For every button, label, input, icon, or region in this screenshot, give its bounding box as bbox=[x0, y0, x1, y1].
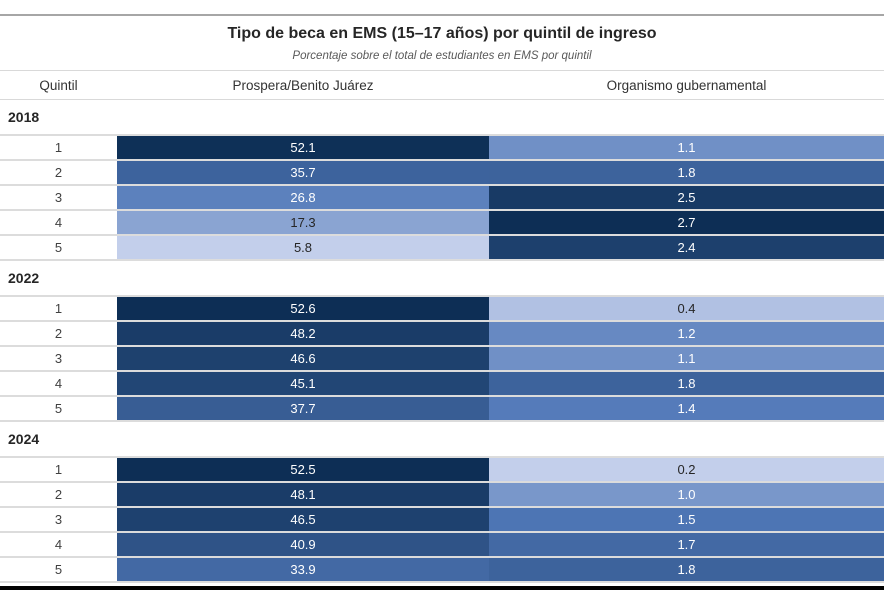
heatmap-row: 5 37.7 1.4 bbox=[0, 397, 884, 422]
organismo-value-cell: 1.1 bbox=[489, 136, 884, 159]
page-title: Tipo de beca en EMS (15–17 años) por qui… bbox=[227, 25, 657, 42]
prospera-value-cell: 26.8 bbox=[117, 186, 489, 209]
bottom-border bbox=[0, 586, 884, 590]
heatmap-row: 1 52.5 0.2 bbox=[0, 458, 884, 483]
prospera-value-cell: 46.5 bbox=[117, 508, 489, 531]
organismo-value-cell: 1.8 bbox=[489, 558, 884, 581]
year-label: 2024 bbox=[0, 422, 884, 458]
quintil-cell: 3 bbox=[0, 347, 117, 370]
organismo-value-cell: 1.7 bbox=[489, 533, 884, 556]
quintil-cell: 2 bbox=[0, 161, 117, 184]
column-header-quintil: Quintil bbox=[39, 77, 78, 93]
prospera-value-cell: 52.6 bbox=[117, 297, 489, 320]
column-header-row: Quintil Prospera/Benito Juárez Organismo… bbox=[0, 70, 884, 100]
organismo-value-cell: 1.2 bbox=[489, 322, 884, 345]
quintil-cell: 3 bbox=[0, 186, 117, 209]
organismo-value-cell: 1.0 bbox=[489, 483, 884, 506]
heatmap-row: 3 26.8 2.5 bbox=[0, 186, 884, 211]
quintil-cell: 4 bbox=[0, 533, 117, 556]
year-label: 2018 bbox=[0, 100, 884, 136]
heatmap-row: 1 52.1 1.1 bbox=[0, 136, 884, 161]
heatmap-row: 5 33.9 1.8 bbox=[0, 558, 884, 583]
quintil-cell: 2 bbox=[0, 322, 117, 345]
heatmap-row: 4 40.9 1.7 bbox=[0, 533, 884, 558]
organismo-value-cell: 1.8 bbox=[489, 372, 884, 395]
page-subtitle: Porcentaje sobre el total de estudiantes… bbox=[292, 50, 592, 62]
organismo-value-cell: 2.4 bbox=[489, 236, 884, 259]
prospera-value-cell: 35.7 bbox=[117, 161, 489, 184]
organismo-value-cell: 2.7 bbox=[489, 211, 884, 234]
organismo-value-cell: 0.2 bbox=[489, 458, 884, 481]
organismo-value-cell: 1.1 bbox=[489, 347, 884, 370]
quintil-cell: 2 bbox=[0, 483, 117, 506]
prospera-value-cell: 48.1 bbox=[117, 483, 489, 506]
top-divider bbox=[0, 14, 884, 16]
quintil-cell: 3 bbox=[0, 508, 117, 531]
quintil-cell: 5 bbox=[0, 397, 117, 420]
organismo-value-cell: 1.8 bbox=[489, 161, 884, 184]
organismo-value-cell: 1.4 bbox=[489, 397, 884, 420]
prospera-value-cell: 48.2 bbox=[117, 322, 489, 345]
organismo-value-cell: 0.4 bbox=[489, 297, 884, 320]
column-header-organismo: Organismo gubernamental bbox=[606, 77, 767, 93]
quintil-cell: 1 bbox=[0, 458, 117, 481]
quintil-cell: 5 bbox=[0, 236, 117, 259]
quintil-cell: 4 bbox=[0, 211, 117, 234]
heatmap-row: 4 17.3 2.7 bbox=[0, 211, 884, 236]
organismo-value-cell: 2.5 bbox=[489, 186, 884, 209]
prospera-value-cell: 52.5 bbox=[117, 458, 489, 481]
prospera-value-cell: 17.3 bbox=[117, 211, 489, 234]
quintil-cell: 4 bbox=[0, 372, 117, 395]
heatmap-row: 2 48.2 1.2 bbox=[0, 322, 884, 347]
quintil-cell: 5 bbox=[0, 558, 117, 581]
table-body: 2018 1 52.1 1.1 2 35.7 1.8 3 26.8 2.5 4 17.3 2.7 5 5.8… bbox=[0, 100, 884, 583]
heatmap-row: 3 46.5 1.5 bbox=[0, 508, 884, 533]
column-header-prospera: Prospera/Benito Juárez bbox=[232, 77, 374, 93]
heatmap-row: 2 35.7 1.8 bbox=[0, 161, 884, 186]
prospera-value-cell: 45.1 bbox=[117, 372, 489, 395]
year-label: 2022 bbox=[0, 261, 884, 297]
organismo-value-cell: 1.5 bbox=[489, 508, 884, 531]
heatmap-row: 4 45.1 1.8 bbox=[0, 372, 884, 397]
prospera-value-cell: 5.8 bbox=[117, 236, 489, 259]
quintil-cell: 1 bbox=[0, 136, 117, 159]
heatmap-row: 2 48.1 1.0 bbox=[0, 483, 884, 508]
prospera-value-cell: 37.7 bbox=[117, 397, 489, 420]
prospera-value-cell: 52.1 bbox=[117, 136, 489, 159]
quintil-cell: 1 bbox=[0, 297, 117, 320]
heatmap-row: 5 5.8 2.4 bbox=[0, 236, 884, 261]
heatmap-row: 3 46.6 1.1 bbox=[0, 347, 884, 372]
prospera-value-cell: 33.9 bbox=[117, 558, 489, 581]
prospera-value-cell: 40.9 bbox=[117, 533, 489, 556]
prospera-value-cell: 46.6 bbox=[117, 347, 489, 370]
heatmap-row: 1 52.6 0.4 bbox=[0, 297, 884, 322]
